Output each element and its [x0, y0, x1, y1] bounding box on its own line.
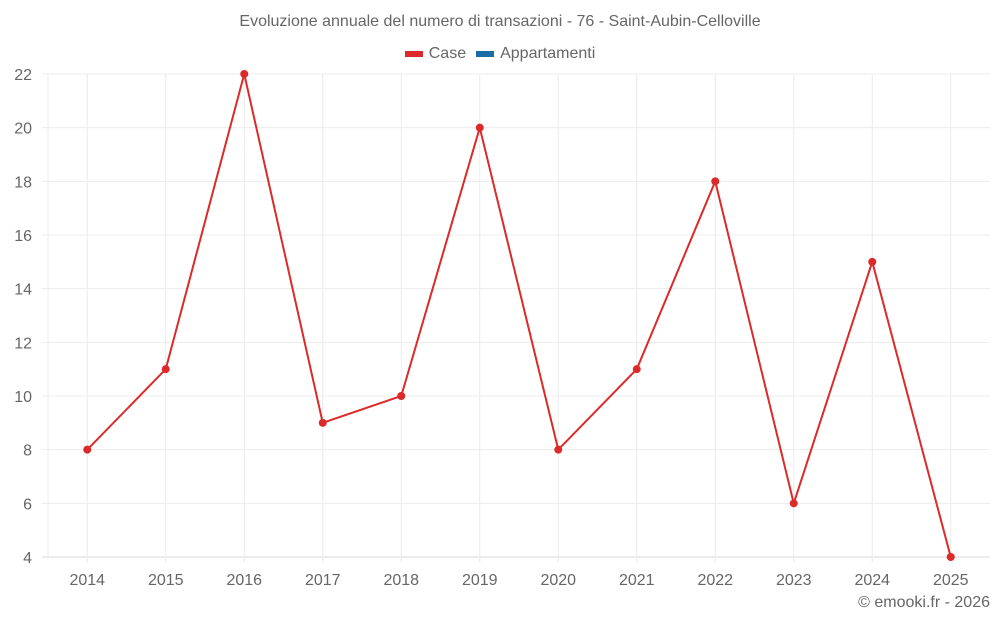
data-point[interactable]: [397, 392, 406, 400]
y-tick-label: 4: [23, 550, 32, 567]
x-tick-label: 2015: [148, 572, 184, 589]
y-tick-label: 12: [14, 335, 32, 352]
y-tick-label: 18: [14, 174, 32, 191]
y-tick-label: 22: [14, 67, 32, 84]
data-point[interactable]: [475, 123, 484, 132]
y-tick-label: 20: [14, 121, 32, 138]
x-tick-label: 2016: [226, 572, 262, 589]
legend-swatch-case: [404, 51, 423, 57]
y-tick-label: 6: [23, 496, 32, 513]
data-point[interactable]: [946, 553, 955, 561]
data-point[interactable]: [83, 445, 92, 454]
legend-swatch-appartamenti: [476, 51, 495, 57]
data-point[interactable]: [789, 499, 798, 508]
data-point[interactable]: [711, 177, 720, 186]
x-tick-label: 2014: [69, 572, 105, 589]
chart-title: Evoluzione annuale del numero di transaz…: [239, 13, 761, 30]
x-tick-label: 2024: [854, 572, 890, 589]
legend-item-appartamenti[interactable]: Appartamenti: [476, 45, 595, 63]
legend-label-case: Case: [428, 45, 467, 62]
data-point[interactable]: [632, 365, 641, 374]
data-point[interactable]: [240, 70, 249, 78]
x-tick-label: 2022: [697, 572, 733, 589]
data-point[interactable]: [554, 445, 563, 454]
x-tick-label: 2021: [619, 572, 655, 589]
data-point[interactable]: [161, 365, 170, 374]
legend-item-case[interactable]: Case: [404, 45, 467, 63]
y-tick-label: 16: [14, 228, 32, 245]
y-tick-label: 14: [14, 282, 32, 299]
x-tick-label: 2023: [776, 572, 812, 589]
x-tick-label: 2019: [462, 572, 498, 589]
y-tick-label: 8: [23, 443, 32, 460]
credit-text: © emooki.fr - 2026: [858, 594, 990, 611]
data-point[interactable]: [868, 257, 877, 266]
data-point[interactable]: [318, 418, 327, 427]
x-tick-label: 2017: [305, 572, 341, 589]
legend-label-appartamenti: Appartamenti: [500, 45, 596, 62]
chart-legend: Case Appartamenti: [0, 45, 1000, 63]
series-line-case: [86, 73, 952, 558]
x-tick-label: 2018: [383, 572, 419, 589]
x-tick-label: 2025: [933, 572, 969, 589]
x-tick-label: 2020: [540, 572, 576, 589]
y-tick-label: 10: [14, 389, 32, 406]
